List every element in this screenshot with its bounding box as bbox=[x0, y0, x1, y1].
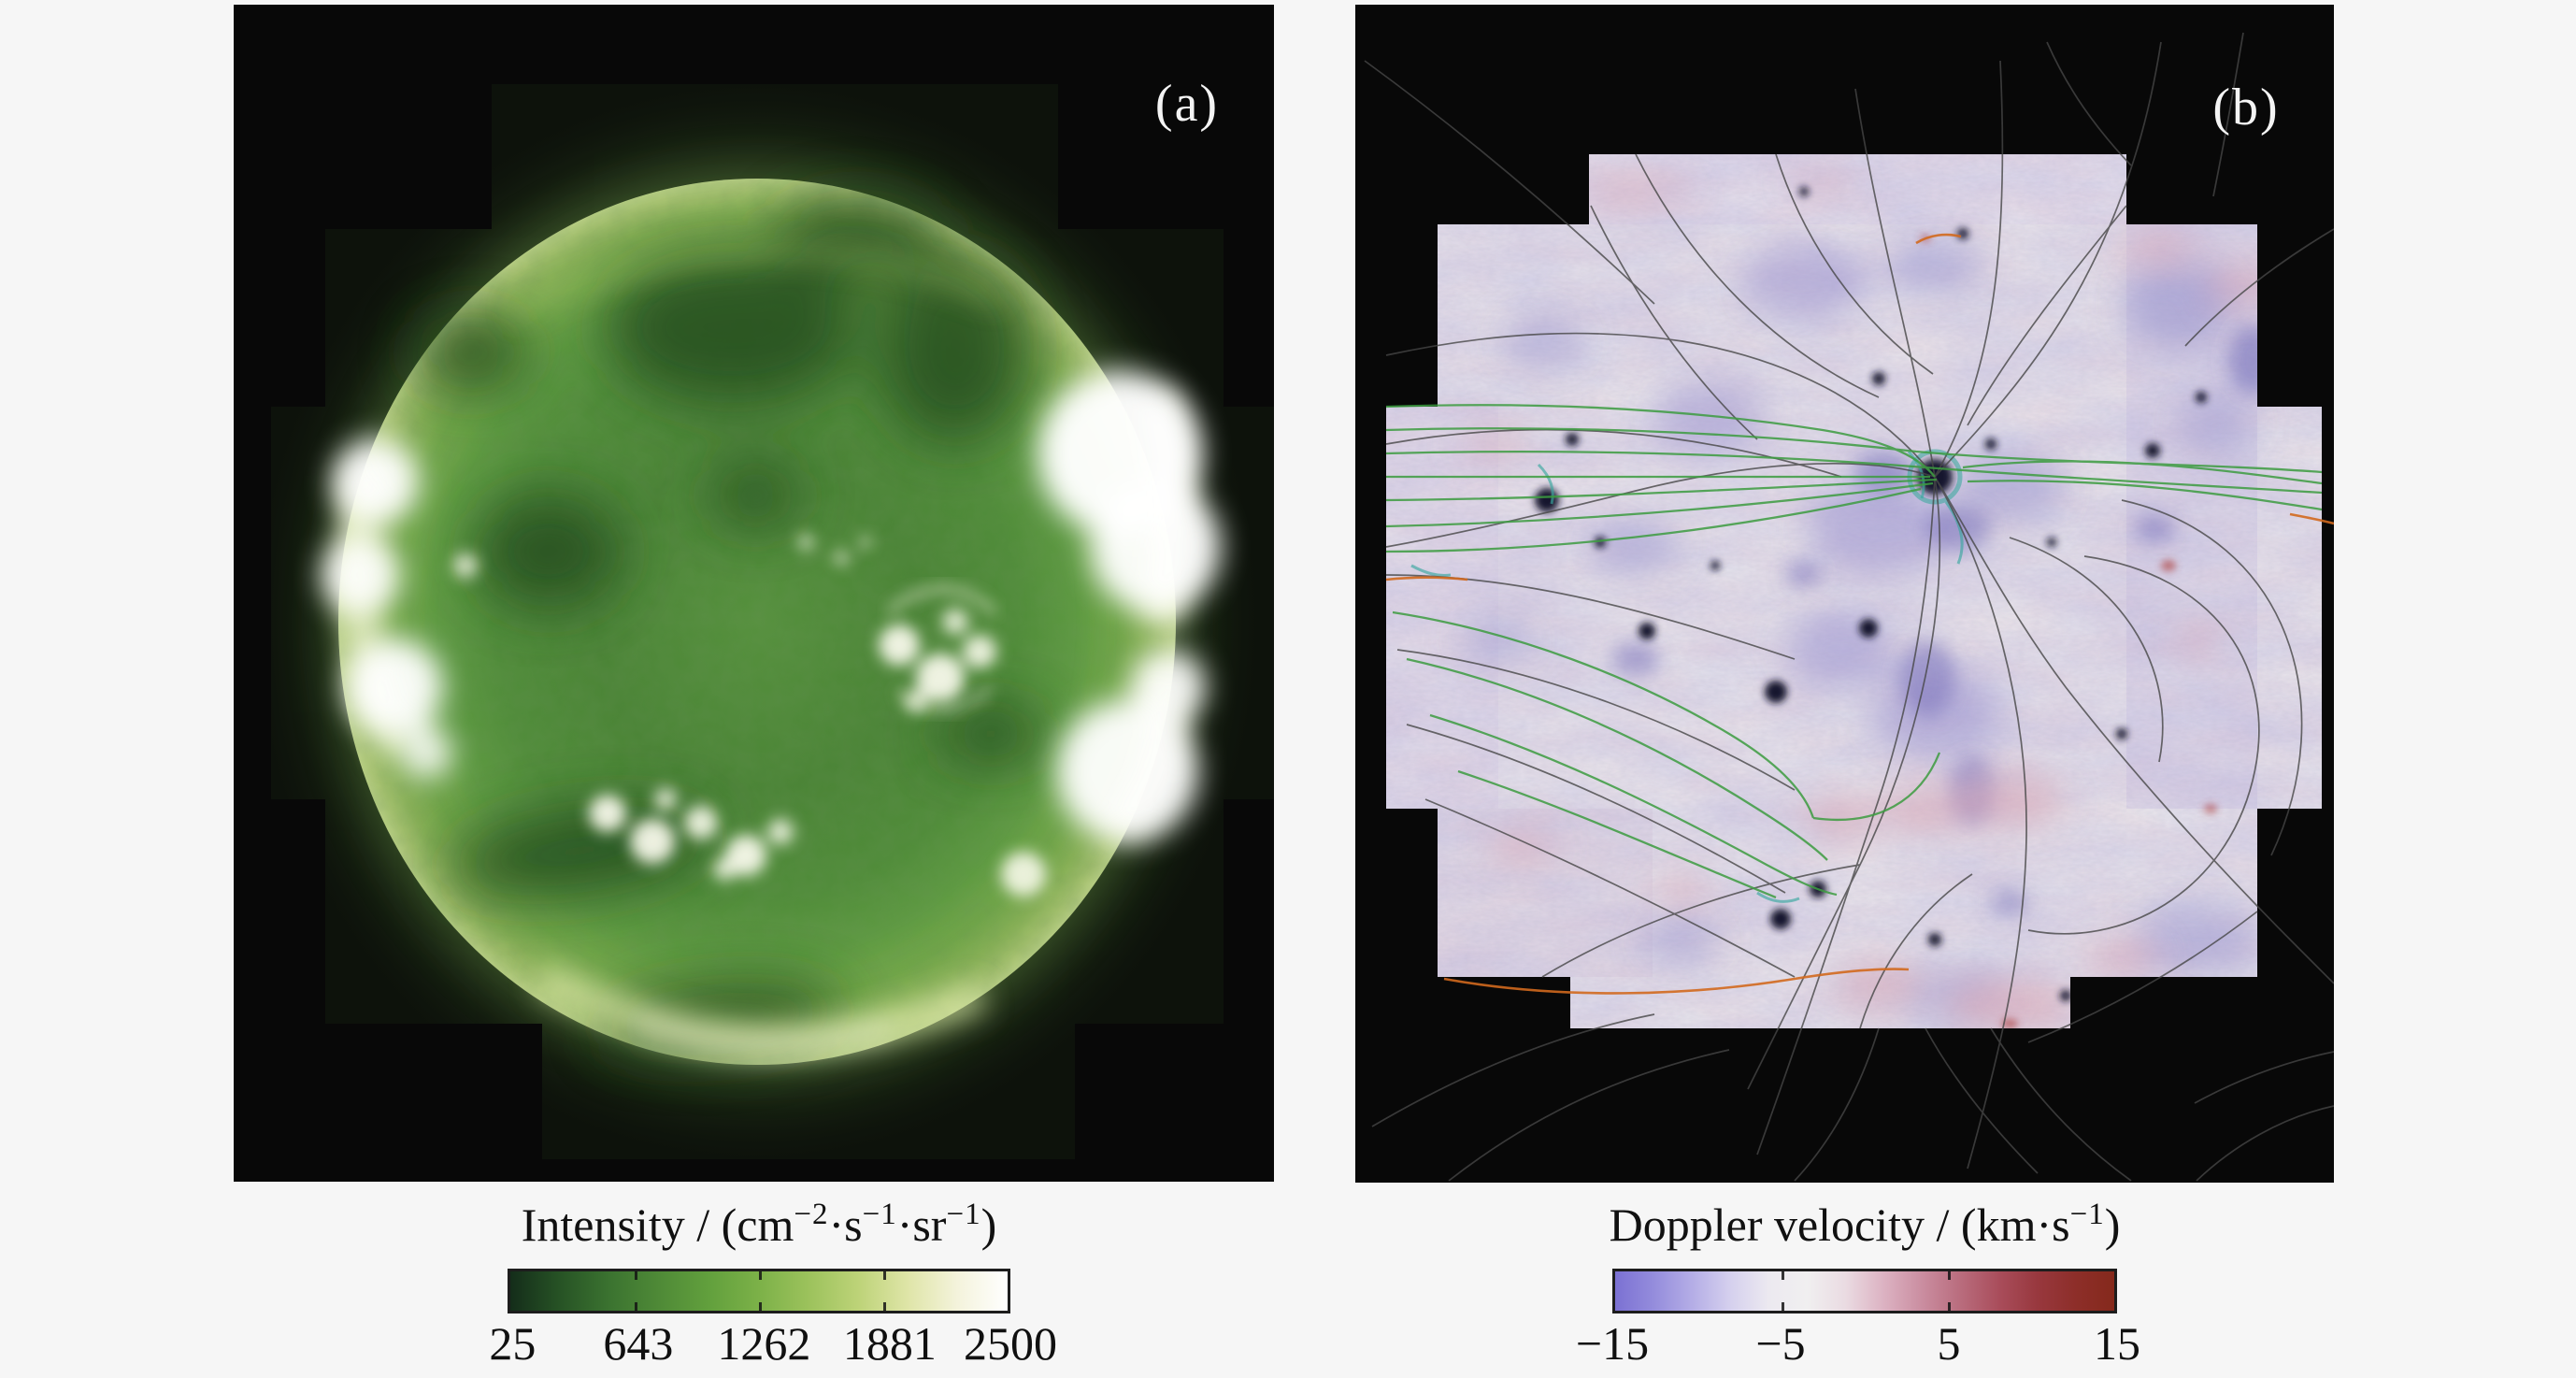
doppler-tick-neg5: −5 bbox=[1755, 1317, 1806, 1370]
panel-b-doppler-map: (b) bbox=[1355, 5, 2334, 1183]
doppler-tick-5: 5 bbox=[1937, 1317, 1961, 1370]
intensity-tick-643: 643 bbox=[603, 1317, 674, 1370]
doppler-velocity-image bbox=[1355, 5, 2334, 1183]
doppler-title-exp-1: −1 bbox=[2069, 1197, 2105, 1231]
field-lines-gray bbox=[1364, 32, 2334, 1182]
doppler-title-text-2: ) bbox=[2104, 1199, 2121, 1251]
panel-a-intensity-map: (a) bbox=[234, 5, 1274, 1182]
doppler-colorbar-title: Doppler velocity / (km·s−1) bbox=[1519, 1197, 2211, 1251]
coronal-holes bbox=[413, 196, 1045, 1056]
colorbar-tick-mark bbox=[883, 1302, 886, 1311]
colorbar-tick-mark bbox=[1781, 1271, 1784, 1280]
intensity-title-text-3: ·sr bbox=[896, 1199, 947, 1251]
intensity-title-text: Intensity / (cm bbox=[521, 1199, 794, 1251]
intensity-title-exp-2: −1 bbox=[862, 1197, 897, 1231]
colorbar-tick-mark bbox=[759, 1271, 762, 1280]
doppler-colorbar bbox=[1612, 1269, 2117, 1313]
colorbar-tick-mark bbox=[635, 1302, 637, 1311]
limb-bright-blobs bbox=[322, 371, 1221, 842]
coronal-loops bbox=[886, 586, 998, 712]
intensity-tick-2500: 2500 bbox=[964, 1317, 1057, 1370]
colorbar-tick-mark bbox=[1948, 1302, 1952, 1311]
intensity-tick-1262: 1262 bbox=[717, 1317, 811, 1370]
doppler-tick-neg15: −15 bbox=[1575, 1317, 1650, 1370]
intensity-title-text-4: ) bbox=[980, 1199, 997, 1251]
doppler-mosaic bbox=[1386, 154, 2322, 1028]
field-lines-orange bbox=[1385, 233, 2334, 995]
sun-mosaic bbox=[271, 84, 1274, 1159]
colorbar-tick-mark bbox=[1948, 1271, 1952, 1280]
active-regions bbox=[453, 535, 1046, 897]
intensity-colorbar bbox=[508, 1269, 1010, 1313]
field-lines-green bbox=[1385, 404, 2323, 899]
intensity-title-exp-1: −2 bbox=[794, 1197, 829, 1231]
intensity-title-text-2: ·s bbox=[828, 1199, 863, 1251]
colorbar-tick-mark bbox=[883, 1271, 886, 1280]
intensity-title-exp-3: −1 bbox=[946, 1197, 981, 1231]
panel-a-label: (a) bbox=[1154, 75, 1220, 133]
panel-b-label: (b) bbox=[2212, 79, 2280, 136]
colorbar-tick-mark bbox=[1781, 1302, 1784, 1311]
intensity-tick-25: 25 bbox=[489, 1317, 537, 1370]
doppler-title-text: Doppler velocity / (km·s bbox=[1609, 1199, 2070, 1251]
redshift-patches bbox=[1460, 169, 2281, 1028]
sun-intensity-image bbox=[234, 5, 1274, 1182]
doppler-tick-15: 15 bbox=[2094, 1317, 2140, 1370]
intensity-colorbar-ticks: 25 643 1262 1881 2500 bbox=[489, 1316, 1057, 1372]
doppler-colorbar-ticks: −15 −5 5 15 bbox=[1576, 1316, 2140, 1372]
colorbar-tick-mark bbox=[635, 1271, 637, 1280]
colorbar-tick-mark bbox=[759, 1302, 762, 1311]
intensity-colorbar-title: Intensity / (cm−2·s−1·sr−1) bbox=[414, 1197, 1104, 1251]
intensity-tick-1881: 1881 bbox=[842, 1317, 937, 1370]
